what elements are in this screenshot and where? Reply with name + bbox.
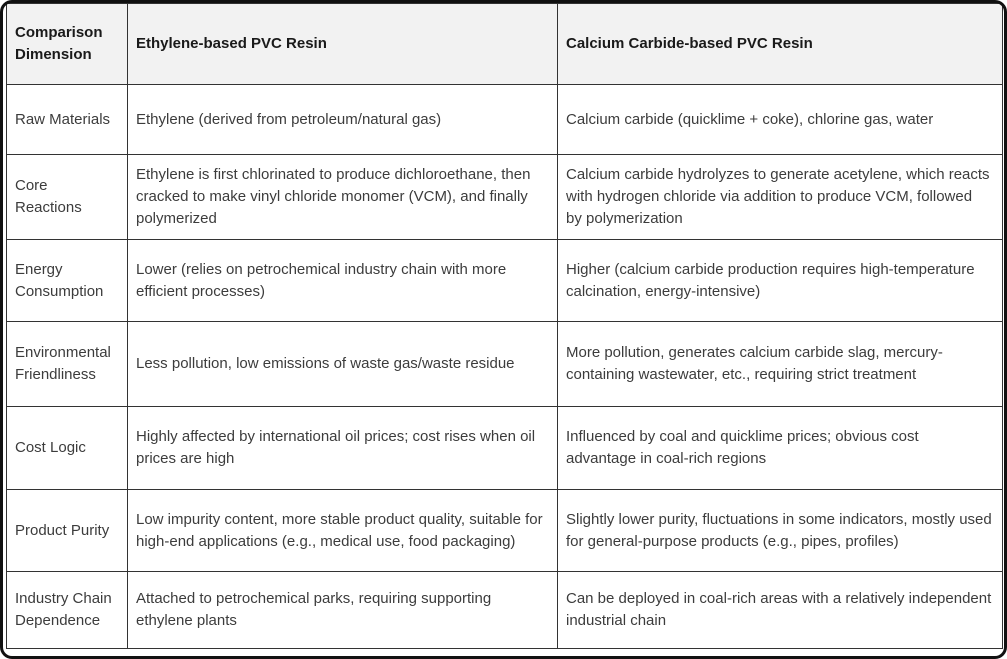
carbide-cell: Higher (calcium carbide production requi… (557, 239, 1003, 322)
carbide-cell: Slightly lower purity, fluctuations in s… (557, 489, 1003, 572)
table-row-raw-materials: Raw Materials Ethylene (derived from pet… (6, 84, 1003, 155)
dimension-cell: Raw Materials (6, 84, 128, 155)
ethylene-cell: Low impurity content, more stable produc… (127, 489, 558, 572)
header-calcium-carbide-based: Calcium Carbide-based PVC Resin (557, 3, 1003, 85)
header-comparison-dimension: Comparison Dimension (6, 3, 128, 85)
ethylene-cell: Ethylene is first chlorinated to produce… (127, 154, 558, 240)
pvc-comparison-table: Comparison Dimension Ethylene-based PVC … (6, 3, 1003, 649)
table-row-industry-chain-dependence: Industry Chain Dependence Attached to pe… (6, 571, 1003, 649)
ethylene-cell: Highly affected by international oil pri… (127, 406, 558, 490)
table-row-cost-logic: Cost Logic Highly affected by internatio… (6, 406, 1003, 490)
header-ethylene-based: Ethylene-based PVC Resin (127, 3, 558, 85)
dimension-cell: Environmental Friendliness (6, 321, 128, 407)
dimension-cell: Energy Consumption (6, 239, 128, 322)
carbide-cell: Influenced by coal and quicklime prices;… (557, 406, 1003, 490)
ethylene-cell: Less pollution, low emissions of waste g… (127, 321, 558, 407)
dimension-cell: Product Purity (6, 489, 128, 572)
carbide-cell: More pollution, generates calcium carbid… (557, 321, 1003, 407)
carbide-cell: Can be deployed in coal-rich areas with … (557, 571, 1003, 649)
dimension-cell: Industry Chain Dependence (6, 571, 128, 649)
table-row-energy-consumption: Energy Consumption Lower (relies on petr… (6, 239, 1003, 322)
ethylene-cell: Lower (relies on petrochemical industry … (127, 239, 558, 322)
table-row-environmental-friendliness: Environmental Friendliness Less pollutio… (6, 321, 1003, 407)
dimension-cell: Cost Logic (6, 406, 128, 490)
carbide-cell: Calcium carbide (quicklime + coke), chlo… (557, 84, 1003, 155)
table-row-product-purity: Product Purity Low impurity content, mor… (6, 489, 1003, 572)
ethylene-cell: Ethylene (derived from petroleum/natural… (127, 84, 558, 155)
carbide-cell: Calcium carbide hydrolyzes to generate a… (557, 154, 1003, 240)
dimension-cell: Core Reactions (6, 154, 128, 240)
table-row-core-reactions: Core Reactions Ethylene is first chlorin… (6, 154, 1003, 240)
header-row: Comparison Dimension Ethylene-based PVC … (6, 3, 1003, 85)
ethylene-cell: Attached to petrochemical parks, requiri… (127, 571, 558, 649)
